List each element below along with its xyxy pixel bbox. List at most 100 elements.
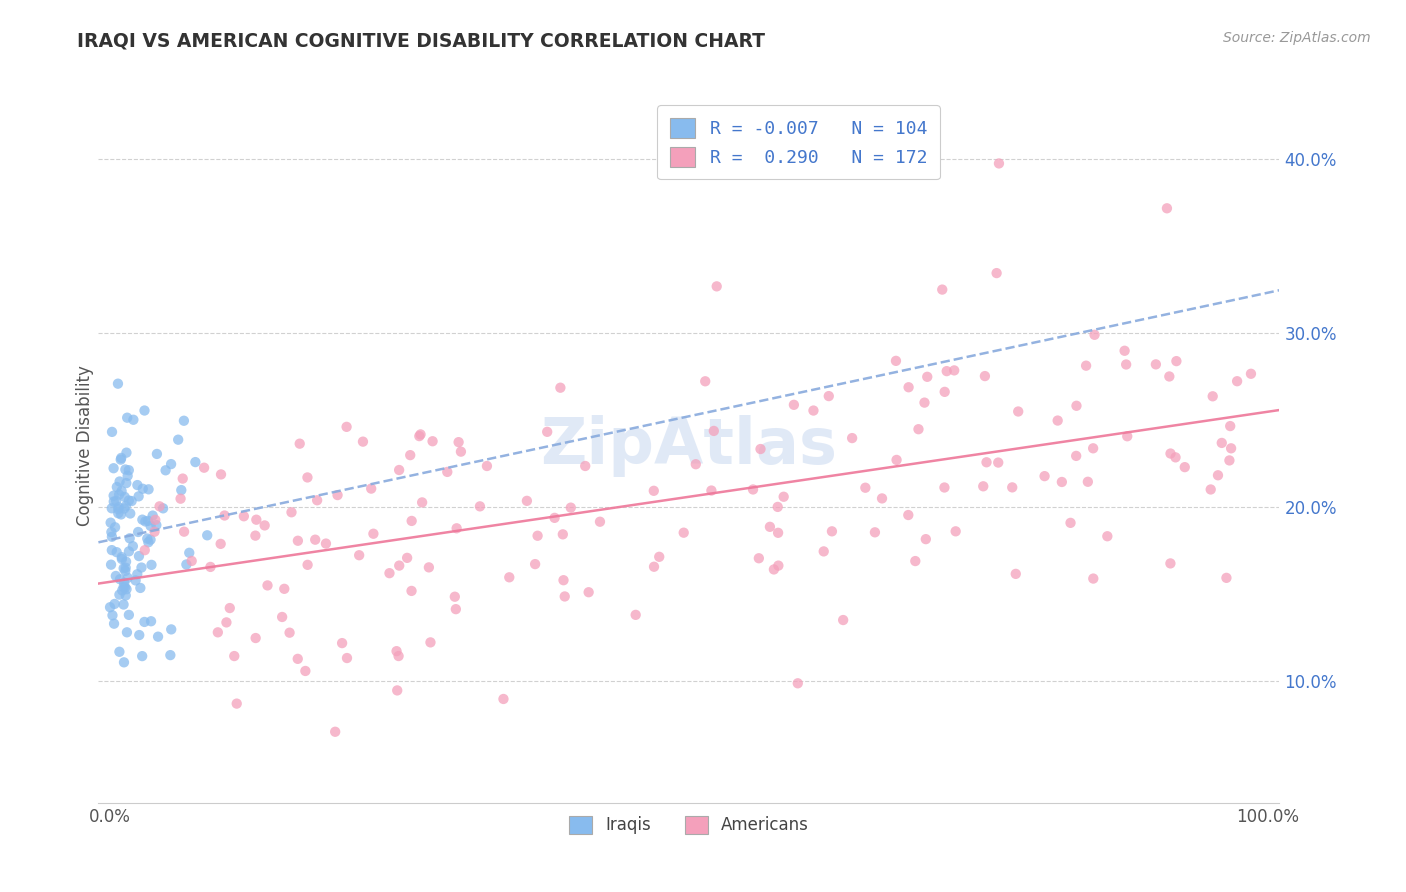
Point <box>195 528 218 542</box>
Point <box>105 480 128 494</box>
Point <box>120 507 142 521</box>
Point <box>526 529 548 543</box>
Point <box>127 478 149 492</box>
Point <box>225 697 247 711</box>
Point <box>336 420 359 434</box>
Point <box>401 514 423 528</box>
Point <box>100 558 122 572</box>
Point <box>155 463 177 477</box>
Point <box>107 506 129 520</box>
Point <box>152 501 174 516</box>
Point <box>945 524 967 539</box>
Point <box>159 648 181 662</box>
Point <box>1218 453 1240 467</box>
Point <box>326 488 349 502</box>
Point <box>127 524 149 539</box>
Point <box>245 528 267 542</box>
Point <box>143 524 166 539</box>
Point <box>110 484 132 499</box>
Point <box>131 649 153 664</box>
Point <box>1202 389 1225 403</box>
Point <box>245 631 267 645</box>
Point <box>214 508 236 523</box>
Point <box>516 493 538 508</box>
Point <box>117 571 139 585</box>
Point <box>98 600 121 615</box>
Point <box>917 369 939 384</box>
Point <box>280 505 302 519</box>
Point <box>224 648 246 663</box>
Point <box>114 564 136 578</box>
Point <box>173 414 195 428</box>
Point <box>543 511 565 525</box>
Point <box>897 380 920 394</box>
Point <box>139 533 162 547</box>
Point <box>475 458 498 473</box>
Point <box>103 461 125 475</box>
Point <box>139 519 162 533</box>
Point <box>934 481 956 495</box>
Point <box>766 500 789 514</box>
Point <box>399 448 422 462</box>
Point <box>172 472 194 486</box>
Point <box>1206 468 1229 483</box>
Legend: Iraqis, Americans: Iraqis, Americans <box>558 805 820 845</box>
Point <box>443 590 465 604</box>
Point <box>419 635 441 649</box>
Point <box>935 364 957 378</box>
Point <box>112 501 135 516</box>
Point <box>1159 369 1181 384</box>
Point <box>1199 483 1222 497</box>
Point <box>409 427 432 442</box>
Point <box>271 610 294 624</box>
Point <box>112 656 135 670</box>
Point <box>1046 413 1069 427</box>
Point <box>1219 419 1241 434</box>
Point <box>179 546 201 560</box>
Point <box>273 582 295 596</box>
Point <box>170 483 193 497</box>
Point <box>870 491 893 506</box>
Point <box>278 625 301 640</box>
Point <box>1077 475 1099 489</box>
Point <box>446 521 468 535</box>
Point <box>118 463 141 477</box>
Point <box>748 551 770 566</box>
Point <box>180 554 202 568</box>
Point <box>560 500 582 515</box>
Point <box>884 354 907 368</box>
Point <box>988 156 1011 170</box>
Point <box>821 524 844 539</box>
Point <box>114 462 136 476</box>
Point <box>200 560 222 574</box>
Point <box>492 692 515 706</box>
Point <box>139 614 162 628</box>
Point <box>550 381 572 395</box>
Point <box>104 520 127 534</box>
Point <box>1160 446 1182 460</box>
Point <box>118 607 141 622</box>
Point <box>554 590 576 604</box>
Point <box>209 467 232 482</box>
Point <box>1116 429 1139 443</box>
Point <box>304 533 326 547</box>
Point <box>112 575 135 590</box>
Point <box>131 513 153 527</box>
Point <box>112 598 135 612</box>
Point <box>101 543 124 558</box>
Point <box>498 570 520 584</box>
Point <box>131 560 153 574</box>
Point <box>104 569 127 583</box>
Point <box>114 589 136 603</box>
Point <box>128 549 150 563</box>
Point <box>832 613 855 627</box>
Point <box>934 384 956 399</box>
Point <box>1050 475 1073 489</box>
Point <box>103 494 125 508</box>
Point <box>578 585 600 599</box>
Point <box>943 363 966 377</box>
Point <box>115 410 138 425</box>
Point <box>574 458 596 473</box>
Point <box>672 525 695 540</box>
Point <box>101 530 124 544</box>
